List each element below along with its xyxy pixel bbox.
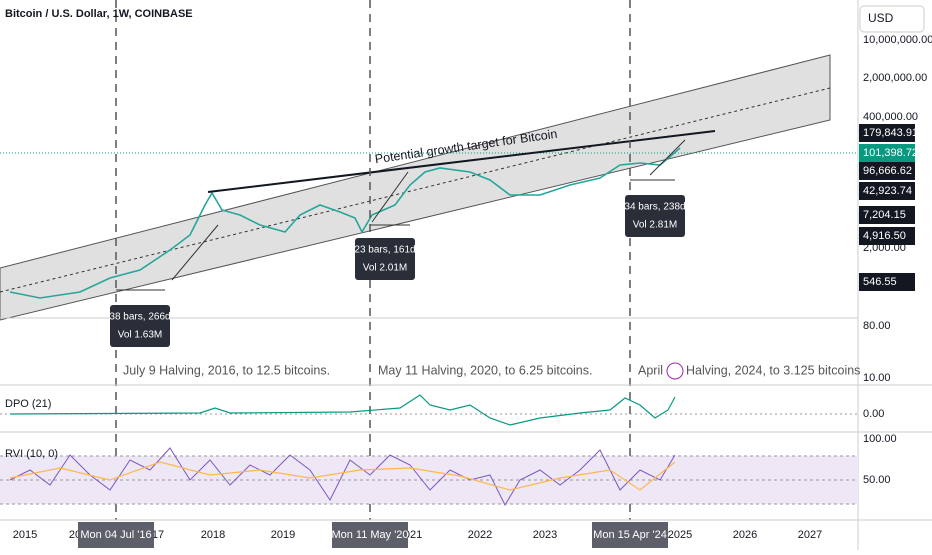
time-axis-label: 2018 [201,529,225,541]
price-tag-label: 96,666.62 [863,165,912,177]
arrow [371,171,409,223]
rvi-axis-label: 100.00 [863,433,897,445]
arrow [649,139,686,176]
price-tag-label: 7,204.15 [863,209,906,221]
price-tag-label: 42,923.74 [863,185,912,197]
rvi-axis-label: 50.00 [863,474,891,486]
rvi-signal [9,461,676,491]
measure-range: 38 bars, 266d [109,312,170,323]
price-tag-label: 4,916.50 [863,230,906,242]
time-axis-label: 2023 [533,529,557,541]
halving-note: May 11 Halving, 2020, to 6.25 bitcoins. [378,363,592,377]
halving-note: April [638,363,663,377]
measure-box [625,195,685,237]
crosshair-date: Mon 11 May '20 [331,529,408,541]
indicator-label: RVI (10, 0) [5,448,58,460]
crosshair-date-box [592,522,668,548]
dpo-axis-label: 0.00 [863,408,884,420]
time-axis-label: 2019 [271,529,295,541]
title: Bitcoin / U.S. Dollar, 1W, COINBASE [5,8,193,20]
price-tag [859,162,915,180]
measure-box [355,238,415,280]
dpo-line [9,394,676,426]
rvi-line [9,447,676,507]
crosshair-date-box [332,522,408,548]
measure-volume: Vol 1.63M [118,330,162,341]
halving-note: Halving, 2024, to 3.125 bitcoins [686,363,860,377]
price-tag [859,206,915,224]
measure-volume: Vol 2.01M [363,263,407,274]
time-axis-label: 2026 [733,529,757,541]
price-tag-label: 101,398.72 [863,147,918,159]
crosshair-date: Mon 15 Apr '24 [593,529,667,541]
measure-box [110,305,170,347]
price-axis-label: 80.00 [863,320,891,332]
measure-volume: Vol 2.81M [633,220,677,231]
time-axis-label: 2015 [13,529,37,541]
currency: USD [868,11,894,25]
price-tag [859,227,915,245]
crosshair-date-box [78,522,154,548]
measure-range: 23 bars, 161d [354,245,415,256]
time-axis-label: 2027 [798,529,822,541]
currency-button[interactable] [859,5,925,33]
price-axis-label: 400,000.00 [863,111,918,123]
arrow [171,224,219,281]
halving-icon[interactable] [666,362,684,380]
measure-range: 34 bars, 238d [624,202,685,213]
price-tag-label: 179,843.91 [863,127,918,139]
price-axis-label: 2,000,000.00 [863,72,927,84]
price-tag-label: 546.55 [863,276,897,288]
time-axis-label: 2022 [468,529,492,541]
price-tag [859,124,915,142]
price-axis-label: 10.00 [863,372,891,384]
price-series [9,147,681,299]
price-axis-label: 10,000,000.00 [863,34,932,46]
channel-mid [0,87,831,293]
channel [0,54,831,321]
halving-note: July 9 Halving, 2016, to 12.5 bitcoins. [123,363,330,377]
time-axis-label: 17 [152,529,164,541]
crosshair-date: Mon 04 Jul '16 [80,529,151,541]
price-tag [859,182,915,200]
time-axis-label: 2025 [668,529,692,541]
price-tag [859,273,915,291]
indicator-label: DPO (21) [5,398,51,410]
price-tag [859,144,915,162]
